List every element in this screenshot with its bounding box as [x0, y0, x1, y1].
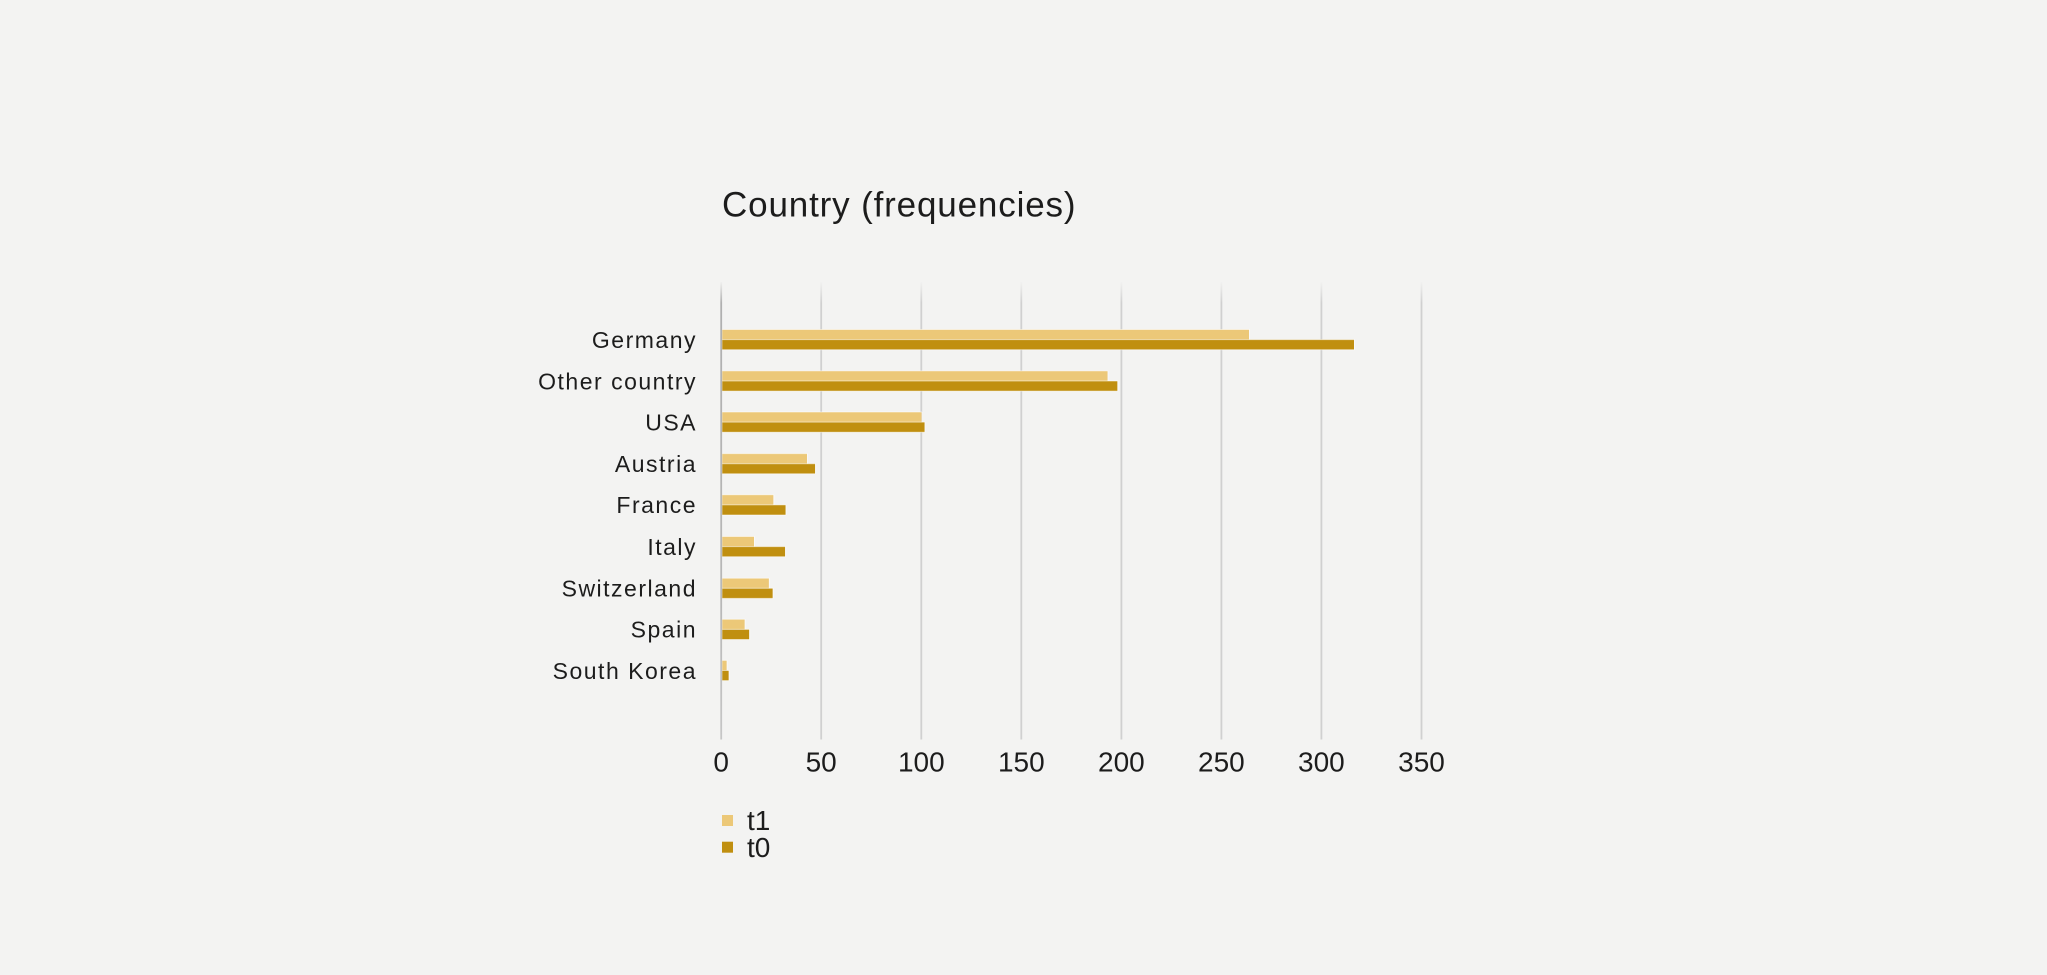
svg-text:200: 200 — [1098, 746, 1145, 777]
svg-text:150: 150 — [998, 746, 1045, 777]
svg-text:Spain: Spain — [631, 617, 697, 643]
svg-text:Switzerland: Switzerland — [562, 576, 697, 602]
svg-text:USA: USA — [645, 409, 697, 435]
svg-text:350: 350 — [1398, 746, 1445, 777]
svg-text:t1: t1 — [747, 805, 770, 836]
svg-text:South Korea: South Korea — [553, 658, 697, 684]
svg-text:France: France — [616, 492, 697, 518]
svg-text:100: 100 — [898, 746, 945, 777]
svg-text:t0: t0 — [747, 832, 770, 863]
svg-text:Other country: Other country — [538, 368, 697, 394]
svg-text:0: 0 — [713, 746, 729, 777]
svg-text:50: 50 — [806, 746, 837, 777]
svg-text:Germany: Germany — [592, 327, 697, 353]
svg-text:250: 250 — [1198, 746, 1245, 777]
svg-text:Italy: Italy — [647, 534, 697, 560]
svg-text:Country (frequencies): Country (frequencies) — [722, 185, 1076, 224]
svg-text:Austria: Austria — [615, 451, 697, 477]
svg-text:300: 300 — [1298, 746, 1345, 777]
